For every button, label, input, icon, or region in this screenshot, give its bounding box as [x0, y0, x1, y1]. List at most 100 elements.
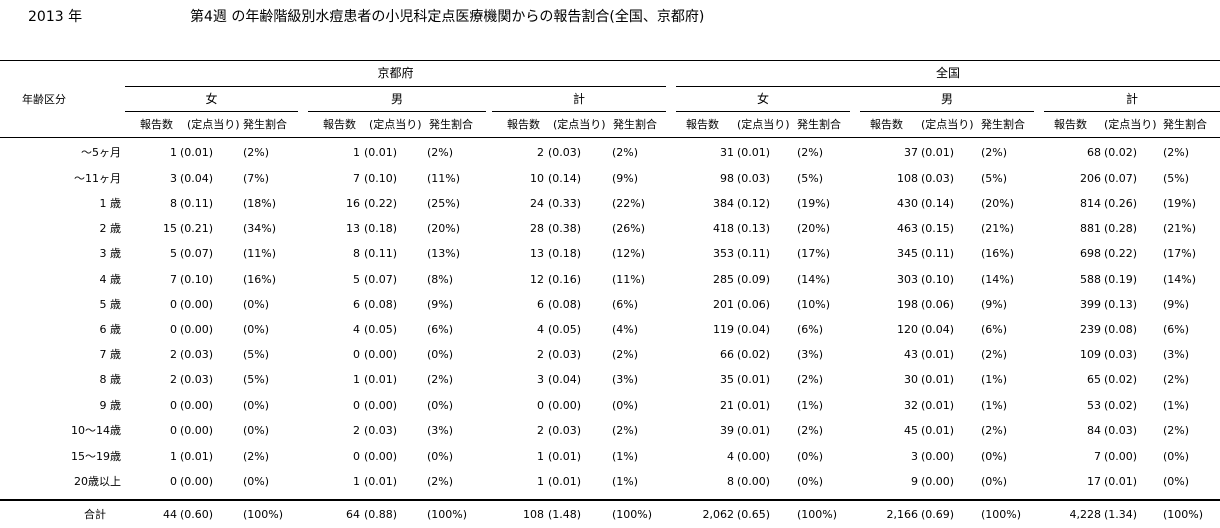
report-count-10-0: 0	[170, 399, 177, 412]
report-count-8-4: 43	[904, 348, 918, 361]
incidence-ratio-4-5: (17%)	[1163, 247, 1197, 260]
incidence-ratio-13-3: (0%)	[797, 475, 824, 488]
per-site-value-2-0: (0.11)	[180, 197, 214, 210]
incidence-ratio-9-0: (5%)	[243, 373, 270, 386]
per-site-value-11-0: (0.00)	[180, 424, 214, 437]
per-site-value-0-4: (0.01)	[921, 146, 955, 159]
report-count-5-5: 588	[1080, 273, 1101, 286]
report-count-5-2: 12	[530, 273, 544, 286]
report-count-4-2: 13	[530, 247, 544, 260]
gender-rule-3	[676, 111, 850, 112]
report-count-5-3: 285	[713, 273, 734, 286]
per-site-value-14-4: (0.69)	[921, 508, 955, 521]
incidence-ratio-14-2: (100%)	[612, 508, 653, 521]
report-count-12-4: 3	[911, 450, 918, 463]
incidence-ratio-9-3: (2%)	[797, 373, 824, 386]
report-count-14-1: 64	[346, 508, 360, 521]
report-count-14-0: 44	[163, 508, 177, 521]
age-label-9: 8 歳	[99, 373, 122, 386]
report-count-14-5: 4,228	[1069, 508, 1102, 521]
per-site-value-13-3: (0.00)	[737, 475, 771, 488]
per-site-value-3-2: (0.38)	[548, 222, 582, 235]
incidence-ratio-14-5: (100%)	[1163, 508, 1204, 521]
report-count-6-1: 6	[353, 298, 360, 311]
per-site-value-4-5: (0.22)	[1104, 247, 1138, 260]
incidence-ratio-10-4: (1%)	[981, 399, 1008, 412]
incidence-ratio-6-5: (9%)	[1163, 298, 1190, 311]
incidence-ratio-3-5: (21%)	[1163, 222, 1197, 235]
incidence-ratio-8-2: (2%)	[612, 348, 639, 361]
report-count-1-4: 108	[897, 172, 918, 185]
incidence-ratio-0-4: (2%)	[981, 146, 1008, 159]
incidence-ratio-5-5: (14%)	[1163, 273, 1197, 286]
report-count-12-0: 1	[170, 450, 177, 463]
gender-header-2: 計	[572, 92, 585, 106]
incidence-ratio-1-2: (9%)	[612, 172, 639, 185]
report-count-8-2: 2	[537, 348, 544, 361]
per-site-value-6-2: (0.08)	[548, 298, 582, 311]
per-site-value-5-2: (0.16)	[548, 273, 582, 286]
per-site-value-6-0: (0.00)	[180, 298, 214, 311]
column-label-0-0: 報告数	[140, 118, 173, 131]
report-count-3-0: 15	[163, 222, 177, 235]
column-label-2-2: 発生割合	[613, 118, 657, 131]
column-label-3-0: 報告数	[686, 118, 719, 131]
column-label-2-1: (定点当り)	[553, 118, 606, 131]
report-count-10-3: 21	[720, 399, 734, 412]
per-site-value-8-2: (0.03)	[548, 348, 582, 361]
report-count-12-1: 0	[353, 450, 360, 463]
per-site-value-5-0: (0.10)	[180, 273, 214, 286]
report-count-13-0: 0	[170, 475, 177, 488]
report-count-13-3: 8	[727, 475, 734, 488]
age-label-11: 10～14歳	[71, 424, 121, 437]
per-site-value-4-2: (0.18)	[548, 247, 582, 260]
incidence-ratio-10-2: (0%)	[612, 399, 639, 412]
incidence-ratio-9-2: (3%)	[612, 373, 639, 386]
report-count-9-5: 65	[1087, 373, 1101, 386]
report-count-12-3: 4	[727, 450, 734, 463]
column-label-4-2: 発生割合	[981, 118, 1025, 131]
incidence-ratio-14-4: (100%)	[981, 508, 1022, 521]
report-count-3-3: 418	[713, 222, 734, 235]
per-site-value-11-2: (0.03)	[548, 424, 582, 437]
incidence-ratio-4-1: (13%)	[427, 247, 461, 260]
report-count-11-3: 39	[720, 424, 734, 437]
incidence-ratio-12-3: (0%)	[797, 450, 824, 463]
table-top-rule	[0, 60, 1220, 61]
report-count-12-5: 7	[1094, 450, 1101, 463]
report-count-12-2: 1	[537, 450, 544, 463]
incidence-ratio-7-4: (6%)	[981, 323, 1008, 336]
per-site-value-8-4: (0.01)	[921, 348, 955, 361]
report-count-8-1: 0	[353, 348, 360, 361]
incidence-ratio-9-4: (1%)	[981, 373, 1008, 386]
incidence-ratio-7-5: (6%)	[1163, 323, 1190, 336]
report-count-10-5: 53	[1087, 399, 1101, 412]
per-site-value-3-5: (0.28)	[1104, 222, 1138, 235]
incidence-ratio-6-3: (10%)	[797, 298, 831, 311]
per-site-value-7-3: (0.04)	[737, 323, 771, 336]
report-count-2-4: 430	[897, 197, 918, 210]
per-site-value-13-4: (0.00)	[921, 475, 955, 488]
column-label-4-1: (定点当り)	[921, 118, 974, 131]
incidence-ratio-9-1: (2%)	[427, 373, 454, 386]
report-count-14-4: 2,166	[886, 508, 919, 521]
gender-rule-2	[492, 111, 666, 112]
per-site-value-9-0: (0.03)	[180, 373, 214, 386]
incidence-ratio-3-4: (21%)	[981, 222, 1015, 235]
per-site-value-0-2: (0.03)	[548, 146, 582, 159]
report-count-10-1: 0	[353, 399, 360, 412]
report-count-10-2: 0	[537, 399, 544, 412]
per-site-value-8-1: (0.00)	[364, 348, 398, 361]
report-count-9-3: 35	[720, 373, 734, 386]
report-count-1-5: 206	[1080, 172, 1101, 185]
report-count-13-4: 9	[911, 475, 918, 488]
gender-rule-4	[860, 111, 1034, 112]
per-site-value-1-4: (0.03)	[921, 172, 955, 185]
report-count-11-2: 2	[537, 424, 544, 437]
per-site-value-10-1: (0.00)	[364, 399, 398, 412]
report-count-4-1: 8	[353, 247, 360, 260]
per-site-value-13-1: (0.01)	[364, 475, 398, 488]
report-count-0-0: 1	[170, 146, 177, 159]
per-site-value-13-0: (0.00)	[180, 475, 214, 488]
